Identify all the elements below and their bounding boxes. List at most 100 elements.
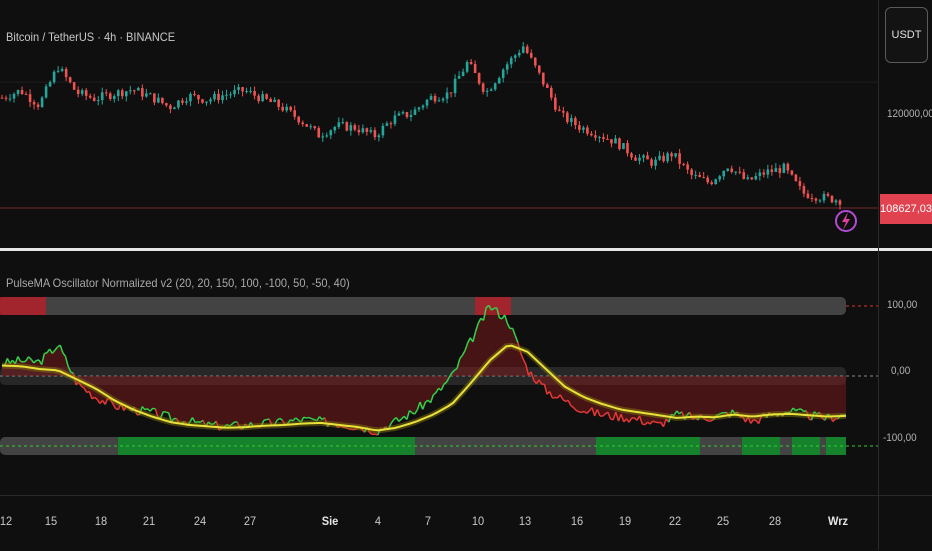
candle — [129, 90, 132, 91]
candle — [289, 107, 292, 110]
candle — [654, 160, 657, 166]
candle — [249, 91, 252, 92]
time-tick: 21 — [143, 514, 155, 528]
candle — [646, 155, 649, 159]
candle — [109, 93, 112, 99]
candle — [73, 82, 76, 89]
candle — [759, 173, 762, 176]
candle — [470, 62, 473, 64]
price-pane[interactable]: Bitcoin / TetherUS · 4h · BINANCE 120000… — [0, 0, 932, 248]
band-100 — [0, 297, 846, 315]
candle — [602, 137, 605, 139]
candle — [614, 138, 617, 143]
candle — [354, 125, 357, 130]
candle — [77, 90, 80, 94]
candle — [25, 94, 28, 95]
candle — [17, 90, 20, 94]
candle — [522, 46, 525, 52]
current-price-badge: 108627,03 — [880, 194, 932, 224]
candle — [281, 107, 284, 111]
candle — [698, 175, 701, 177]
time-tick: 16 — [571, 514, 583, 528]
candle — [510, 58, 513, 64]
candle — [21, 90, 24, 94]
candle — [702, 177, 705, 178]
candle — [49, 82, 52, 86]
candle — [642, 155, 645, 157]
candle — [233, 90, 236, 94]
candle — [1, 98, 4, 99]
candle — [338, 122, 341, 127]
candle — [831, 196, 834, 203]
candle — [366, 128, 369, 132]
candle — [554, 98, 557, 110]
currency-button[interactable]: USDT — [885, 7, 928, 63]
candle — [394, 116, 397, 124]
candle — [33, 102, 36, 104]
candle — [578, 125, 581, 130]
candle — [570, 118, 573, 122]
candle — [618, 138, 621, 149]
candle — [742, 172, 745, 179]
indicator-legend[interactable]: PulseMA Oscillator Normalized v2 (20, 20… — [6, 276, 350, 290]
candle — [710, 182, 713, 184]
osc-label-minus100: -100,00 — [883, 432, 932, 444]
osc-line-segment — [195, 422, 198, 423]
candle — [53, 72, 56, 82]
candle — [750, 177, 753, 179]
oscillator-pane[interactable]: PulseMA Oscillator Normalized v2 (20, 20… — [0, 251, 932, 495]
candle — [205, 102, 208, 103]
candle — [161, 98, 164, 103]
candle — [57, 71, 60, 72]
candle — [799, 181, 802, 186]
candle — [530, 53, 533, 58]
candle — [414, 109, 417, 114]
osc-line-segment — [706, 420, 709, 421]
candle — [133, 90, 136, 91]
candle — [718, 176, 721, 179]
candle — [201, 99, 204, 102]
candle — [229, 94, 232, 95]
candle — [542, 73, 545, 85]
candle — [273, 100, 276, 102]
osc-line-segment — [306, 418, 309, 419]
osc-label-0: 0,00 — [891, 365, 932, 377]
time-tick: 19 — [619, 514, 631, 528]
candle — [374, 130, 377, 137]
candle — [670, 153, 673, 156]
time-tick: 10 — [472, 514, 484, 528]
osc-label-100: 100,00 — [887, 299, 932, 311]
osc-line-segment — [581, 411, 584, 412]
candle — [458, 76, 461, 79]
candle — [5, 98, 8, 99]
candle — [329, 130, 332, 135]
candle — [791, 171, 794, 175]
candle — [490, 89, 493, 90]
candle — [217, 94, 220, 100]
candle — [754, 176, 757, 179]
candle — [221, 95, 224, 100]
band-100-hot — [0, 297, 46, 315]
candle — [117, 90, 120, 96]
candle — [502, 70, 505, 78]
candle — [606, 139, 609, 140]
candle — [598, 137, 601, 138]
lightning-icon[interactable] — [836, 211, 856, 231]
candle — [426, 100, 429, 106]
candle — [89, 96, 92, 98]
symbol-legend[interactable]: Bitcoin / TetherUS · 4h · BINANCE — [6, 30, 175, 44]
time-tick: 27 — [244, 514, 256, 528]
time-tick: Sie — [322, 514, 339, 528]
osc-line-segment — [23, 361, 26, 362]
candle — [734, 172, 737, 173]
candle — [177, 100, 180, 107]
osc-line-segment — [153, 408, 156, 409]
candle — [245, 91, 248, 92]
time-tick: 24 — [194, 514, 206, 528]
candle — [823, 194, 826, 201]
time-tick: Wrz — [828, 514, 848, 528]
candle — [626, 143, 629, 153]
candle — [462, 72, 465, 76]
candle — [819, 200, 822, 201]
